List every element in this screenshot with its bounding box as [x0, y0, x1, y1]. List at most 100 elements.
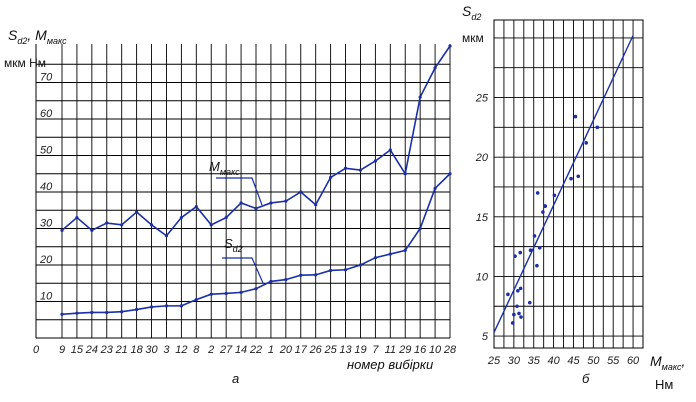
series-point — [75, 311, 79, 315]
scatter-point — [595, 125, 600, 130]
series-point — [60, 312, 64, 316]
y-tick-label: 60 — [40, 108, 53, 120]
x-tick-label: 1 — [268, 344, 274, 356]
panel-b-grid — [493, 19, 644, 349]
scatter-point — [532, 234, 537, 238]
panel-b-points — [506, 114, 600, 325]
series-point — [179, 215, 183, 220]
series-point — [149, 223, 154, 227]
x-tick-label: 25 — [487, 355, 501, 367]
x-tick-label: 2 — [207, 344, 214, 356]
panel-a-series — [60, 44, 452, 316]
x-tick-label: 50 — [587, 355, 600, 367]
x-tick-label: 15 — [71, 344, 84, 356]
y-tick-label: 10 — [40, 291, 53, 303]
scatter-point — [541, 210, 545, 214]
series-point — [179, 304, 183, 308]
scatter-point — [576, 174, 581, 179]
series-point — [224, 215, 228, 220]
x-tick-label: 17 — [295, 344, 308, 356]
series-point — [90, 310, 94, 315]
scatter-point — [516, 288, 520, 293]
panel-b-y-axis-units: мкм — [462, 31, 484, 45]
x-tick-label: 13 — [339, 344, 352, 356]
x-tick-label: 40 — [547, 355, 560, 367]
panel-a-caption: а — [232, 371, 239, 386]
panel-a-label-s: Sd2 — [222, 236, 264, 284]
scatter-point — [573, 114, 578, 119]
x-tick-label: 12 — [175, 344, 187, 356]
y-tick-label: 10 — [476, 271, 489, 283]
svg-text:Mмакс: Mмакс — [209, 159, 240, 177]
x-tick-label: 55 — [607, 355, 620, 367]
series-point — [164, 234, 169, 238]
panel-a-x-axis-title: номер вибірки — [347, 357, 433, 372]
series-point — [224, 291, 228, 296]
series-point — [90, 228, 94, 232]
series-point — [448, 44, 452, 48]
y-tick-label: 5 — [482, 331, 489, 343]
scatter-point — [515, 304, 519, 309]
series-point — [358, 168, 363, 172]
x-tick-label: 20 — [279, 344, 293, 356]
x-tick-label: 11 — [385, 344, 396, 356]
series-point — [284, 278, 288, 282]
series-point — [314, 203, 318, 207]
y-tick-label: 20 — [475, 152, 489, 164]
panel-a-label-m: Mмакс — [209, 159, 263, 206]
x-tick-label: 35 — [528, 355, 541, 367]
series-point — [75, 215, 79, 220]
series-point — [254, 206, 258, 211]
series-point — [403, 248, 407, 252]
series-point — [388, 148, 392, 152]
series-point — [164, 304, 169, 308]
series-point — [60, 228, 64, 232]
series-point — [373, 256, 377, 260]
scatter-point — [510, 321, 515, 325]
x-tick-label: 14 — [235, 344, 247, 356]
scatter-point — [552, 193, 557, 198]
series-point — [433, 66, 437, 70]
scatter-point — [513, 254, 517, 258]
y-tick-label: 0 — [33, 344, 40, 356]
scatter-point — [518, 286, 523, 291]
scatter-point — [537, 246, 542, 250]
x-tick-label: 25 — [323, 344, 337, 356]
series-point — [135, 210, 139, 214]
scatter-point — [517, 311, 521, 316]
series-point — [433, 186, 437, 190]
panel-b-x-axis-title: Mмакс, — [650, 353, 685, 372]
x-tick-label: 26 — [309, 344, 323, 356]
panel-b-caption: б — [582, 371, 590, 386]
x-tick-label: 8 — [193, 344, 200, 356]
scatter-point — [519, 315, 523, 319]
series-point — [209, 223, 213, 227]
series-point — [149, 305, 154, 309]
y-tick-label: 70 — [40, 72, 53, 84]
series-point — [105, 221, 109, 225]
series-point — [329, 175, 333, 179]
x-tick-label: 10 — [429, 344, 442, 356]
y-tick-label: 30 — [40, 218, 53, 230]
scatter-point — [569, 176, 573, 181]
scatter-point — [584, 141, 588, 145]
y-tick-label: 50 — [40, 145, 53, 157]
series-point — [120, 223, 124, 227]
series-point — [343, 268, 348, 272]
series-point — [373, 159, 377, 163]
panel-b-trend-line — [493, 35, 634, 333]
x-tick-label: 24 — [85, 344, 98, 356]
panel-b-y-axis-title: Sd2 — [462, 3, 481, 22]
x-tick-label: 22 — [249, 344, 262, 356]
svg-text:Sd2: Sd2 — [224, 236, 243, 254]
series-point — [343, 166, 348, 170]
panel-a-y-axis-units: мкм Нм — [4, 56, 46, 70]
scatter-point — [506, 292, 510, 297]
x-tick-label: 27 — [219, 344, 233, 356]
series-point — [358, 263, 363, 267]
y-tick-label: 40 — [40, 181, 53, 193]
panel-b-x-ticks: 25 30 35 40 45 50 55 60 — [487, 355, 640, 367]
x-tick-label: 9 — [59, 344, 65, 356]
